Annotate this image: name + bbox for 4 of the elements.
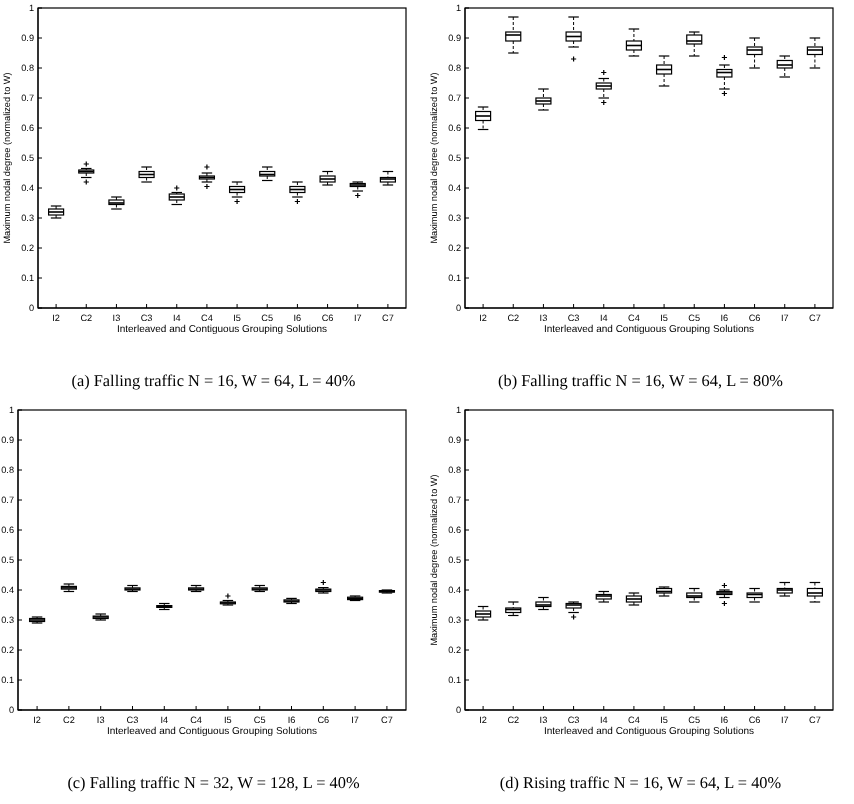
text: (d) Rising traffic N = 16, W = 64, L = 40% (499, 774, 782, 792)
text: (a) Falling traffic N = 16, W = 64, L = 40% (71, 372, 356, 390)
text: (c) Falling traffic N = 32, W = 128, L = 40% (67, 774, 360, 792)
text: (b) Falling traffic N = 16, W = 64, L = 80% (498, 372, 784, 390)
